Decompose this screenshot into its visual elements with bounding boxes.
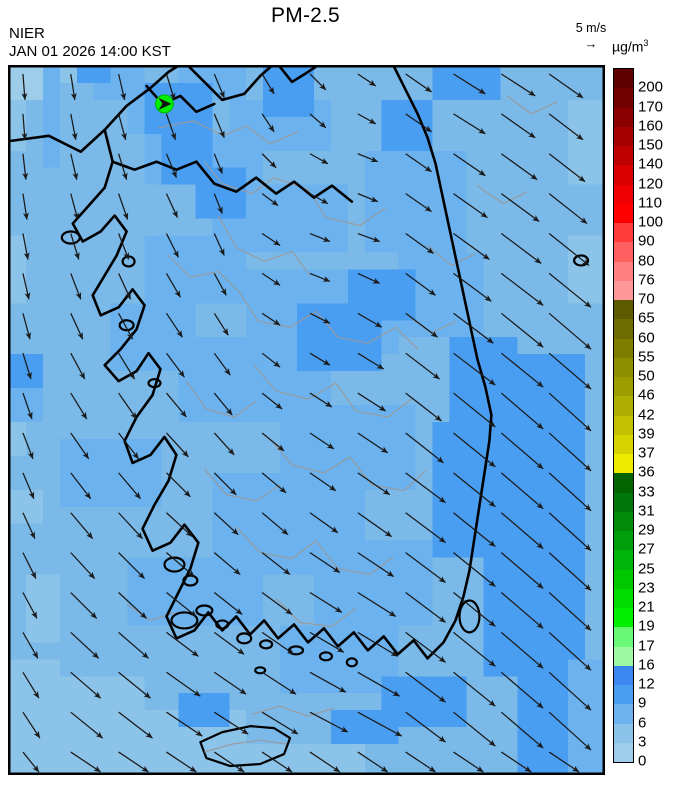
- unit-label: µg/m3: [612, 38, 648, 55]
- colorbar-band: [614, 685, 633, 705]
- colorbar-band: [614, 377, 633, 397]
- colorbar-tick-label: 50: [638, 367, 655, 385]
- wind-scale-arrow-icon: →: [584, 36, 598, 51]
- colorbar-band: [614, 261, 633, 281]
- colorbar-tick-label: 21: [638, 598, 655, 616]
- colorbar-band: [614, 588, 633, 608]
- colorbar-band: [614, 146, 633, 166]
- colorbar-tick-label: 23: [638, 579, 655, 597]
- colorbar-tick-label: 76: [638, 271, 655, 289]
- page-title: PM-2.5: [271, 4, 340, 27]
- colorbar-band: [614, 665, 633, 685]
- colorbar-tick-label: 17: [638, 637, 655, 654]
- colorbar-tick-label: 39: [638, 425, 655, 443]
- colorbar-band: [614, 627, 633, 647]
- colorbar-tick-label: 0: [638, 752, 647, 770]
- wind-scale-label: 5 m/s: [575, 21, 607, 35]
- colorbar-tick-label: 150: [638, 136, 664, 154]
- unit-base: µg/m: [612, 38, 644, 55]
- colorbar-band: [614, 646, 633, 666]
- timestamp-label: JAN 01 2026 14:00 KST: [9, 43, 171, 60]
- agency-label: NIER: [9, 25, 45, 42]
- colorbar-tick-label: 6: [638, 714, 647, 731]
- colorbar-tick-label: 140: [638, 155, 664, 173]
- map-frame: [9, 66, 604, 774]
- colorbar-band: [614, 165, 633, 185]
- colorbar-band: [614, 723, 633, 743]
- colorbar-band: [614, 434, 633, 454]
- colorbar-tick-label: 3: [638, 733, 647, 751]
- colorbar-tick-label: 120: [638, 175, 664, 192]
- coastline-outline: [9, 66, 493, 660]
- colorbar-tick-label: 42: [638, 406, 655, 423]
- colorbar-tick-label: 9: [638, 694, 647, 712]
- colorbar-tick-label: 29: [638, 521, 655, 539]
- station-marker[interactable]: [155, 94, 174, 114]
- colorbar-band: [614, 550, 633, 570]
- colorbar-band: [614, 223, 633, 243]
- colorbar-tick-label: 70: [638, 290, 655, 308]
- jeju-interior-boundary: [204, 739, 287, 753]
- colorbar-band: [614, 88, 633, 108]
- colorbar-band: [614, 338, 633, 358]
- colorbar-tick-label: 31: [638, 502, 655, 520]
- colorbar-band: [614, 126, 633, 146]
- colorbar-tick-label: 12: [638, 675, 655, 693]
- colorbar-tick-label: 36: [638, 463, 655, 481]
- colorbar-tick-label: 170: [638, 98, 664, 115]
- colorbar-band: [614, 511, 633, 531]
- concentration-grid: [9, 66, 604, 774]
- wind-vector-field: [21, 73, 592, 773]
- colorbar-band: [614, 107, 633, 127]
- colorbar-tick-label: 160: [638, 117, 664, 135]
- colorbar-band: [614, 242, 633, 262]
- colorbar-band: [614, 742, 633, 762]
- colorbar-band: [614, 69, 633, 89]
- colorbar-tick-label: 19: [638, 617, 655, 635]
- colorbar-band: [614, 569, 633, 589]
- colorbar-tick-label: 200: [638, 78, 664, 96]
- colorbar-band: [614, 473, 633, 493]
- map-canvas[interactable]: [9, 66, 604, 774]
- colorbar-tick-label: 25: [638, 560, 655, 577]
- colorbar-tick-label: 37: [638, 444, 655, 462]
- colorbar-band: [614, 704, 633, 724]
- colorbar-tick-label: 33: [638, 483, 655, 500]
- islands: [60, 230, 590, 768]
- colorbar-band: [614, 531, 633, 551]
- colorbar-tick-label: 60: [638, 329, 655, 346]
- colorbar-tick-label: 110: [638, 194, 662, 212]
- colorbar-tick-label: 90: [638, 232, 655, 250]
- colorbar-labels: 200 170 160 150 140 120 110 100 90 80 76 70 65 60 55 50…: [638, 68, 673, 769]
- colorbar-band: [614, 280, 633, 300]
- colorbar-band: [614, 203, 633, 223]
- colorbar-tick-label: 55: [638, 348, 655, 366]
- colorbar-band: [614, 415, 633, 435]
- colorbar-band: [614, 357, 633, 377]
- colorbar-band: [614, 454, 633, 474]
- colorbar-tick-label: 16: [638, 656, 655, 674]
- station-marker-arrow-icon: [158, 97, 172, 110]
- wind-scale-legend: 5 m/s →: [560, 21, 622, 51]
- colorbar-band: [614, 184, 633, 204]
- colorbar: [613, 68, 634, 763]
- unit-exponent: 3: [643, 38, 649, 48]
- colorbar-band: [614, 492, 633, 512]
- colorbar-band: [614, 319, 633, 339]
- colorbar-band: [614, 396, 633, 416]
- map-panel[interactable]: [8, 65, 605, 775]
- colorbar-tick-label: 46: [638, 386, 655, 404]
- colorbar-tick-label: 80: [638, 252, 655, 269]
- colorbar-tick-label: 100: [638, 213, 664, 231]
- colorbar-band: [614, 608, 633, 628]
- colorbar-band: [614, 300, 633, 320]
- colorbar-tick-label: 27: [638, 540, 655, 558]
- colorbar-tick-label: 65: [638, 309, 655, 327]
